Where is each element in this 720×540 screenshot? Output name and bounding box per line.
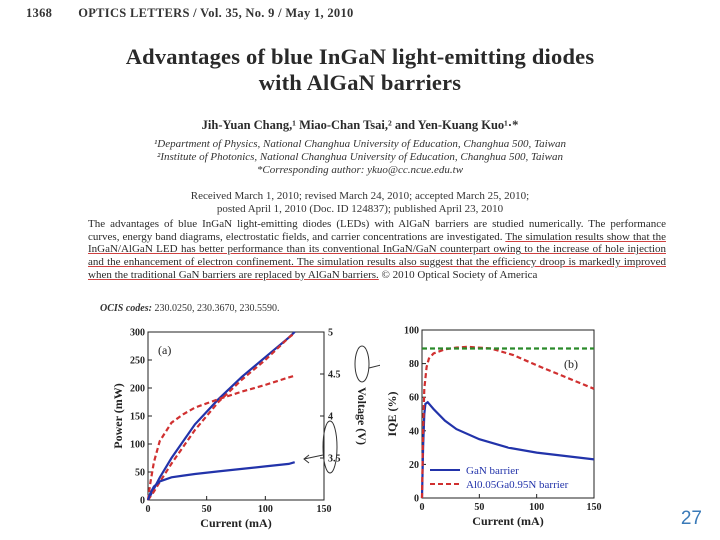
author-list: Jih-Yuan Chang,¹ Miao-Chan Tsai,² and Ye… bbox=[201, 118, 519, 132]
abstract-copyright: © 2010 Optical Society of America bbox=[378, 268, 538, 281]
x-tick-label: 0 bbox=[146, 504, 151, 515]
journal-citation: OPTICS LETTERS / Vol. 35, No. 9 / May 1,… bbox=[78, 6, 354, 20]
y-tick-label: 0 bbox=[414, 494, 419, 505]
journal-header: 1368 OPTICS LETTERS / Vol. 35, No. 9 / Ma… bbox=[26, 6, 354, 21]
figure-b-series bbox=[420, 345, 595, 499]
y2-tick-label: 4.5 bbox=[328, 370, 341, 381]
power-arrow-icon bbox=[303, 454, 324, 464]
x-tick-label: 150 bbox=[587, 502, 602, 513]
x-tick-label: 150 bbox=[317, 504, 332, 515]
title-line-1: Advantages of blue InGaN light-emitting … bbox=[125, 44, 595, 69]
ocis-label: OCIS codes: bbox=[100, 303, 152, 314]
abstract-highlight: The simulation results show that the InG… bbox=[88, 230, 666, 281]
y-tick-label: 300 bbox=[130, 328, 145, 339]
y-tick-label: 60 bbox=[409, 393, 419, 404]
y-axis-label: IQE (%) bbox=[385, 391, 399, 436]
figure-b-legend: GaN barrier Al0.05Ga0.95N barrier bbox=[430, 465, 569, 491]
figure-a: 0 50 100 150 0 50 100 150 200 250 300 3.5 4 4.5 5 Curre… bbox=[111, 328, 380, 531]
series-line-3 bbox=[146, 461, 296, 501]
affiliations: ¹Department of Physics, National Changhu… bbox=[0, 138, 720, 177]
legend-label-0: GaN barrier bbox=[466, 465, 519, 477]
dates-line-2: posted April 1, 2010 (Doc. ID 124837); p… bbox=[216, 203, 504, 215]
series-line-0 bbox=[147, 331, 296, 501]
ocis-values: 230.0250, 230.3670, 230.5590. bbox=[154, 303, 280, 314]
y-tick-label: 40 bbox=[409, 426, 419, 437]
power-marker-ellipse bbox=[322, 420, 338, 474]
affiliation-2: ²Institute of Photonics, National Changh… bbox=[157, 151, 563, 163]
abstract-intro: The advantages of blue InGaN light-emitt… bbox=[88, 218, 666, 243]
panel-label: (a) bbox=[158, 343, 171, 357]
y2-tick-label: 4 bbox=[328, 412, 333, 423]
series-line-1 bbox=[147, 332, 296, 501]
slide-number: 27 bbox=[680, 508, 702, 529]
figure-a-axes: 0 50 100 150 0 50 100 150 200 250 300 3.5 4 4.5 5 Curre… bbox=[111, 328, 369, 531]
y2-tick-label: 5 bbox=[328, 328, 333, 339]
page-number: 1368 bbox=[26, 6, 53, 20]
y-tick-label: 150 bbox=[130, 412, 145, 423]
y-axis-label: Power (mW) bbox=[111, 383, 125, 448]
y-tick-label: 50 bbox=[135, 468, 145, 479]
voltage-marker-ellipse bbox=[354, 345, 370, 383]
plot-frame bbox=[421, 329, 595, 499]
x-tick-label: 100 bbox=[529, 502, 544, 513]
x-tick-label: 0 bbox=[420, 502, 425, 513]
x-tick-label: 50 bbox=[474, 502, 484, 513]
series-line-2 bbox=[146, 374, 296, 501]
ocis-codes: OCIS codes: 230.0250, 230.3670, 230.5590… bbox=[100, 303, 279, 314]
x-tick-label: 100 bbox=[258, 504, 273, 515]
x-axis-label: Current (mA) bbox=[200, 516, 271, 530]
panel-label: (b) bbox=[564, 357, 578, 371]
y2-tick-label: 3.5 bbox=[328, 454, 341, 465]
y-tick-label: 200 bbox=[130, 384, 145, 395]
x-tick-label: 50 bbox=[202, 504, 212, 515]
plot-frame bbox=[147, 331, 325, 501]
figure-a-annotations bbox=[303, 345, 380, 474]
x-axis-label: Current (mA) bbox=[472, 514, 543, 528]
dates-line-1: Received March 1, 2010; revised March 24… bbox=[190, 190, 530, 202]
y-tick-label: 100 bbox=[130, 440, 145, 451]
y-tick-label: 0 bbox=[140, 496, 145, 507]
title-line-2: with AlGaN barriers bbox=[258, 70, 462, 95]
abstract: The advantages of blue InGaN light-emitt… bbox=[88, 218, 666, 282]
y-tick-label: 100 bbox=[404, 326, 419, 337]
y2-axis-label: Voltage (V) bbox=[355, 387, 369, 445]
y-tick-label: 20 bbox=[409, 460, 419, 471]
voltage-arrow-icon bbox=[368, 360, 380, 369]
y-tick-label: 250 bbox=[130, 356, 145, 367]
corresponding-author: *Corresponding author: ykuo@cc.ncue.edu.… bbox=[256, 164, 464, 176]
figure-a-series bbox=[146, 331, 296, 501]
affiliation-1: ¹Department of Physics, National Changhu… bbox=[153, 138, 567, 150]
publication-dates: Received March 1, 2010; revised March 24… bbox=[0, 190, 720, 216]
paper-title: Advantages of blue InGaN light-emitting … bbox=[0, 44, 720, 96]
y-tick-label: 80 bbox=[409, 359, 419, 370]
legend-label-1: Al0.05Ga0.95N barrier bbox=[466, 479, 569, 491]
